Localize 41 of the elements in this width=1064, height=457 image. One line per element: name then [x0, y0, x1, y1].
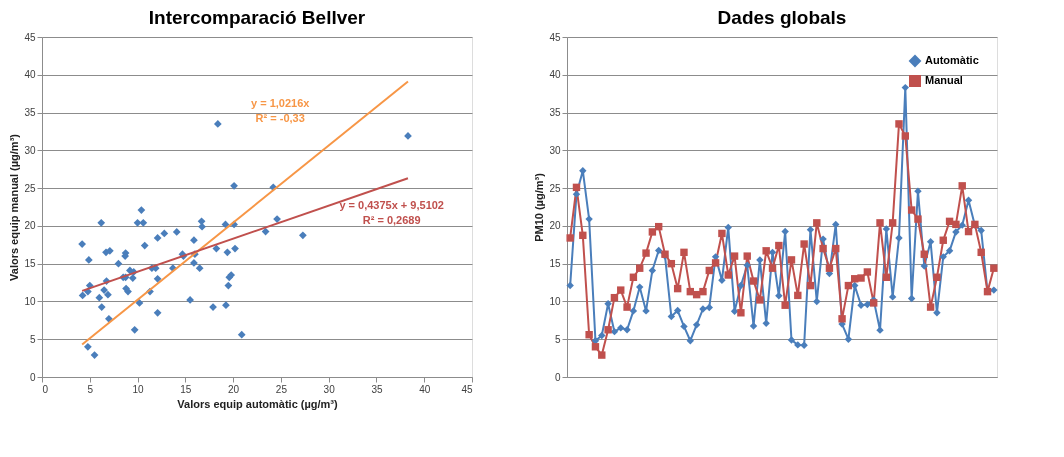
y-tick-label: 25 [549, 182, 561, 194]
annotation: y = 0,4375x + 9,5102 [339, 198, 444, 211]
y-tick-label: 15 [24, 258, 36, 270]
x-tick-label: 25 [275, 383, 288, 395]
x-tick-label: 30 [323, 383, 336, 395]
legend-label: Manual [925, 74, 963, 86]
y-tick-label: 40 [24, 69, 36, 81]
y-tick-label: 0 [554, 371, 561, 383]
y-tick-label: 30 [24, 144, 36, 156]
annotation: R² = -0,33 [255, 112, 305, 125]
legend-label: Automàtic [925, 54, 979, 66]
x-tick-label: 20 [228, 383, 240, 395]
x-tick-label: 15 [180, 383, 192, 395]
y-tick-label: 45 [24, 31, 36, 43]
y-tick-label: 20 [24, 220, 36, 232]
x-axis-title: Valors equip automàtic (µg/m³) [177, 397, 339, 410]
x-tick-label: 45 [461, 383, 473, 395]
y-tick-label: 10 [24, 295, 36, 307]
y-tick-label: 5 [29, 333, 36, 345]
y-tick-label: 20 [549, 220, 561, 232]
x-tick-label: 5 [87, 383, 94, 395]
y-tick-label: 5 [554, 333, 561, 345]
y-tick-label: 25 [24, 182, 36, 194]
annotation: y = 1,0216x [251, 97, 311, 110]
y-axis-title: PM10 (µg/m³) [533, 172, 546, 242]
chart-title: Dades globals [717, 7, 847, 28]
y-tick-label: 15 [549, 258, 561, 270]
x-tick-label: 10 [132, 383, 145, 395]
x-tick-label: 40 [419, 383, 431, 395]
y-tick-label: 0 [29, 371, 36, 383]
x-tick-label: 0 [42, 383, 49, 395]
annotation: R² = 0,2689 [362, 213, 421, 226]
y-axis-title: Valors equip manual (µg/m³) [8, 133, 21, 281]
y-tick-label: 35 [24, 107, 36, 119]
y-tick-label: 10 [549, 295, 561, 307]
y-tick-label: 45 [549, 31, 561, 43]
y-tick-label: 30 [549, 144, 561, 156]
chart-title: Intercomparació Bellver [148, 7, 366, 28]
y-tick-label: 35 [549, 107, 561, 119]
y-tick-label: 40 [549, 69, 561, 81]
x-tick-label: 35 [371, 383, 383, 395]
